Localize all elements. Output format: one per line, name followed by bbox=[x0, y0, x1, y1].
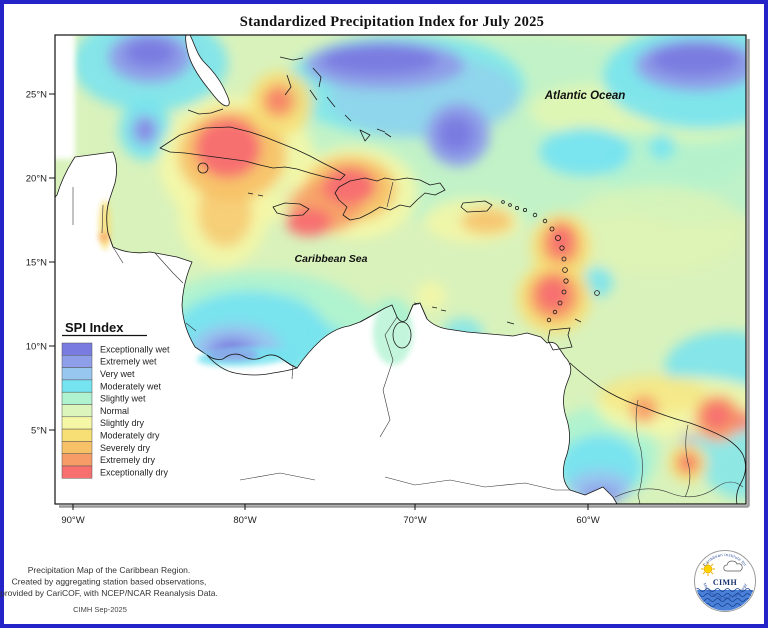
caribbean-sea-label: Caribbean Sea bbox=[295, 253, 368, 265]
legend-item-label: Slightly wet bbox=[100, 394, 146, 404]
lon-tick-label: 80°W bbox=[233, 515, 256, 526]
legend-swatch bbox=[61, 453, 93, 467]
lat-tick-label: 5°N bbox=[31, 426, 47, 437]
logo-cloud-icon bbox=[723, 560, 743, 572]
legend-item-label: Extremely dry bbox=[100, 455, 156, 465]
lon-tick-label: 60°W bbox=[576, 515, 599, 526]
lon-tick-label: 70°W bbox=[403, 515, 426, 526]
map-frame bbox=[54, 34, 747, 505]
legend-item-label: Extremely wet bbox=[100, 357, 157, 367]
legend-swatch bbox=[61, 367, 93, 381]
footer-credit: CIMH Sep-2025 bbox=[73, 605, 127, 614]
map-canvas: Atlantic Ocean Caribbean Sea bbox=[55, 35, 746, 504]
legend-item-label: Exceptionally dry bbox=[100, 467, 169, 477]
legend-swatch bbox=[61, 355, 93, 368]
spi-field-blobs bbox=[72, 35, 746, 504]
legend-item-label: Slightly dry bbox=[100, 418, 145, 428]
redrawn-coast-segments bbox=[106, 200, 428, 376]
lat-tick-label: 15°N bbox=[26, 258, 47, 269]
footer-caption-line: provided by CariCOF, with NCEP/NCAR Rean… bbox=[0, 588, 218, 598]
legend-item-label: Very wet bbox=[100, 369, 135, 379]
atlantic-ocean-label: Atlantic Ocean bbox=[544, 90, 626, 102]
latitude-axis: 25°N 20°N 15°N 10°N 5°N bbox=[26, 90, 55, 437]
figure-title: Standardized Precipitation Index for Jul… bbox=[240, 14, 545, 30]
legend-title: SPI Index bbox=[65, 320, 124, 335]
lat-tick-label: 25°N bbox=[26, 90, 47, 101]
lat-tick-label: 20°N bbox=[26, 174, 47, 185]
country-borders bbox=[72, 181, 570, 491]
field-boundary-white bbox=[55, 35, 75, 159]
legend-item-label: Exceptionally wet bbox=[100, 344, 170, 354]
legend-item-label: Normal bbox=[100, 406, 129, 416]
legend-item-label: Moderately wet bbox=[100, 381, 162, 391]
footer-caption-line: Created by aggregating station based obs… bbox=[12, 577, 207, 587]
legend-swatch bbox=[61, 379, 93, 393]
cimh-logo: CIMH Caribbean Institute for Meteorology… bbox=[694, 550, 756, 612]
legend-swatch bbox=[61, 416, 93, 430]
logo-sun-icon bbox=[701, 562, 715, 576]
lat-tick-label: 10°N bbox=[26, 342, 47, 353]
logo-cimh-text: CIMH bbox=[713, 578, 738, 587]
legend-swatch bbox=[61, 428, 93, 442]
legend-swatch bbox=[61, 465, 93, 479]
mainland-coastline bbox=[55, 151, 618, 504]
legend-item-label: Moderately dry bbox=[100, 431, 160, 441]
legend-swatch bbox=[61, 342, 93, 356]
footer-caption: Precipitation Map of the Caribbean Regio… bbox=[0, 565, 218, 598]
longitude-axis: 90°W 80°W 70°W 60°W bbox=[61, 504, 600, 526]
island-outlines bbox=[159, 35, 600, 351]
legend-item-label: Severely dry bbox=[100, 443, 151, 453]
legend-swatch bbox=[61, 404, 93, 418]
footer-caption-line: Precipitation Map of the Caribbean Regio… bbox=[28, 565, 191, 575]
guianas-borders bbox=[569, 362, 746, 504]
legend-swatch bbox=[61, 391, 93, 405]
legend-swatch bbox=[61, 441, 93, 454]
legend-rows: Exceptionally wet Extremely wet Very wet Mo… bbox=[61, 342, 170, 479]
spi-legend: SPI Index Exceptionally wet Extremely wet… bbox=[61, 320, 170, 479]
lon-tick-label: 90°W bbox=[61, 515, 84, 526]
